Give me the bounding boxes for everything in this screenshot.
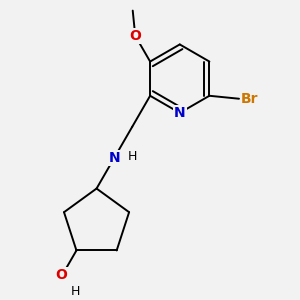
Text: O: O: [56, 268, 68, 282]
Text: H: H: [128, 150, 137, 163]
Text: H: H: [70, 285, 80, 298]
Text: N: N: [174, 106, 186, 120]
Text: N: N: [109, 151, 120, 165]
Text: Br: Br: [241, 92, 258, 106]
Text: O: O: [129, 29, 141, 43]
